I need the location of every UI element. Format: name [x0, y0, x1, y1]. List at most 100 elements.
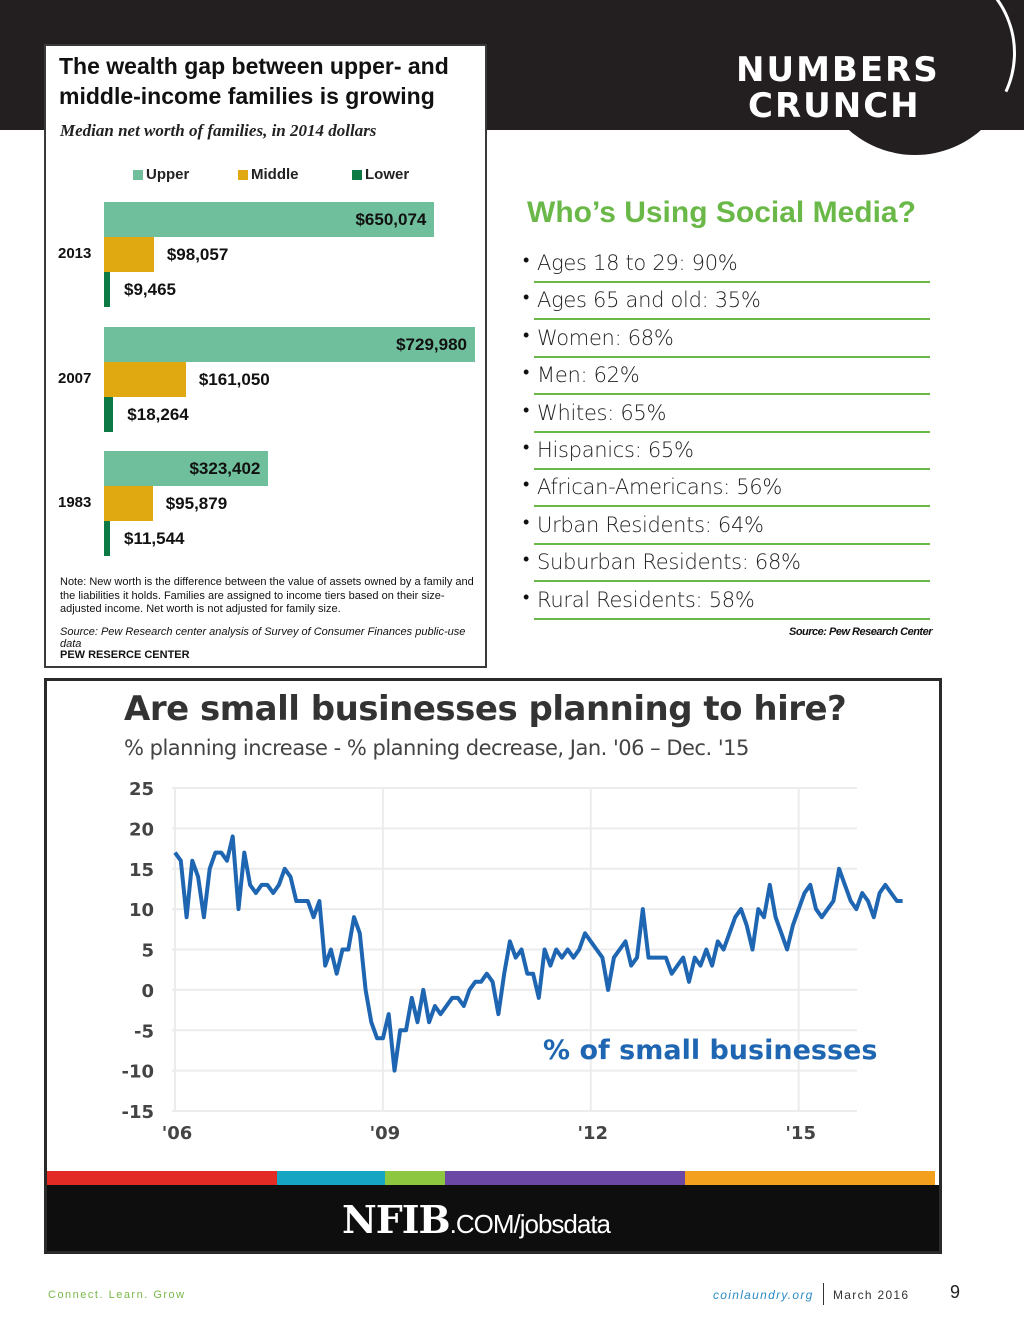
y-tick-label: 25 — [129, 779, 154, 800]
social-media-item: • Rural Residents: 58% — [520, 581, 930, 620]
divider — [534, 505, 930, 508]
bullet-icon: • — [523, 399, 530, 420]
bullet-icon: • — [523, 250, 530, 270]
divider — [534, 281, 930, 283]
bar-middle-1983 — [104, 486, 153, 521]
y-tick-label: -5 — [134, 1021, 154, 1042]
divider — [534, 318, 930, 321]
bullet-icon: • — [523, 474, 530, 495]
divider — [534, 580, 930, 583]
y-tick-label: 10 — [129, 900, 154, 921]
wealth-chart-source: Source: Pew Research center analysis of … — [60, 626, 466, 650]
social-media-item-label: Rural Residents: 58% — [537, 587, 755, 612]
brand-line-2: CRUNCH — [748, 86, 921, 126]
y-tick-label: 0 — [141, 981, 154, 1002]
series-annotation: % of small businesses — [543, 1035, 877, 1066]
stripe-segment — [47, 1171, 277, 1185]
social-media-title: Who’s Using Social Media? — [527, 196, 916, 229]
social-media-item-label: Ages 65 and old: 35% — [537, 288, 761, 313]
nfib-logo: NFIB .COM/jobsdata — [342, 1197, 611, 1242]
bar-label-lower-2007: $18,264 — [127, 405, 189, 424]
social-media-item-label: African-Americans: 56% — [537, 475, 783, 500]
social-media-item: • Urban Residents: 64% — [520, 506, 930, 545]
social-media-item: • Ages 65 and old: 35% — [520, 281, 930, 321]
legend-item-upper: Upper — [133, 166, 189, 183]
hiring-line-chart: 25 20 15 10 5 0 -5 -10 -15 '06 '09 '12 '15 % of small… — [121, 779, 903, 1144]
legend-item-lower: Lower — [352, 166, 409, 183]
y-tick-label: -10 — [121, 1062, 154, 1083]
bar-label-upper-1983: $323,402 — [189, 459, 261, 478]
wealth-chart-title: The wealth gap between upper- and middle… — [59, 53, 449, 109]
section-brand: NUMBERS CRUNCH — [736, 52, 940, 124]
bar-label-middle-2007: $161,050 — [198, 370, 270, 389]
bar-upper-1983 — [104, 451, 269, 486]
wealth-chart-subtitle: Median net worth of families, in 2014 do… — [60, 121, 377, 140]
hiring-chart-title: Are small businesses planning to hire? — [124, 689, 847, 729]
bar-label-upper-2007: $729,980 — [396, 335, 467, 354]
social-media-item-label: Women: 68% — [537, 325, 674, 350]
wealth-bars: 2013 $650,074 $98,057 $9,465 2007 $729,980 $16… — [46, 46, 485, 666]
bullet-icon: • — [523, 362, 530, 383]
page-number: 9 — [950, 1282, 961, 1302]
stripe-segment — [277, 1171, 385, 1185]
divider — [534, 542, 930, 545]
nfib-logo-mark: NFIB — [342, 1197, 451, 1242]
social-media-item: • Men: 62% — [520, 356, 930, 396]
footer-site-link[interactable]: coinlaundry.org — [713, 1288, 814, 1302]
social-media-item: • Hispanics: 65% — [520, 431, 930, 470]
bar-label-middle-1983: $95,879 — [165, 494, 228, 513]
stripe-segment — [685, 1171, 935, 1185]
wealth-chart-org: PEW RESERCE CENTER — [60, 649, 190, 661]
bar-lower-1983 — [104, 521, 110, 556]
wealth-gap-chart: The wealth gap between upper- and middle… — [44, 44, 487, 668]
series-line-small-businesses — [173, 834, 903, 1073]
legend-swatch-lower — [352, 169, 362, 180]
legend-label-upper: Upper — [146, 166, 190, 183]
y-tick-label: 15 — [129, 860, 154, 881]
x-tick-label: '06 — [162, 1123, 193, 1144]
divider — [534, 355, 930, 358]
social-media-item-label: Suburban Residents: 68% — [537, 550, 801, 575]
bar-label-lower-1983: $11,544 — [124, 529, 185, 548]
social-media-item: • Women: 68% — [520, 319, 930, 358]
social-media-item-label: Urban Residents: 64% — [537, 512, 764, 537]
divider — [534, 617, 930, 620]
legend-swatch-middle — [238, 169, 248, 180]
bar-label-lower-2013: $9,465 — [124, 280, 176, 299]
bullet-icon: • — [523, 436, 530, 457]
x-tick-label: '12 — [578, 1123, 609, 1144]
nfib-logo-url: .COM/jobsdata — [449, 1209, 611, 1239]
social-media-item: • Whites: 65% — [520, 394, 930, 433]
x-tick-label: '15 — [785, 1123, 816, 1144]
nfib-footer — [47, 1185, 939, 1251]
legend-swatch-upper — [133, 169, 143, 180]
legend-label-lower: Lower — [365, 166, 410, 183]
y-tick-label: 5 — [141, 941, 154, 962]
divider — [534, 430, 930, 433]
footer-tagline: Connect. Learn. Grow — [48, 1289, 186, 1301]
divider — [534, 467, 930, 470]
year-label: 2007 — [58, 370, 92, 387]
bar-middle-2013 — [104, 237, 154, 272]
year-label: 2013 — [58, 245, 92, 262]
legend-label-middle: Middle — [251, 166, 299, 183]
social-media-item-label: Whites: 65% — [537, 400, 667, 425]
bullet-icon: • — [523, 511, 530, 532]
social-media-item-label: Ages 18 to 29: 90% — [537, 251, 738, 275]
y-tick-label: 20 — [129, 819, 154, 840]
bullet-icon: • — [523, 586, 530, 607]
footer-divider — [823, 1283, 824, 1305]
bar-lower-2013 — [104, 272, 110, 307]
social-media-source: Source: Pew Research Center — [788, 626, 933, 638]
brand-line-1: NUMBERS — [736, 50, 940, 90]
social-media-item-label: Hispanics: 65% — [537, 437, 694, 462]
bullet-icon: • — [523, 287, 530, 308]
bullet-icon: • — [523, 549, 530, 570]
social-media-item: • Suburban Residents: 68% — [520, 543, 930, 583]
hiring-plans-chart: Are small businesses planning to hire? %… — [44, 678, 942, 1254]
y-tick-label: -15 — [121, 1102, 154, 1123]
legend-item-middle: Middle — [238, 166, 299, 183]
bullet-icon: • — [523, 324, 530, 345]
bar-label-upper-2013: $650,074 — [355, 210, 427, 229]
bar-upper-2013 — [104, 202, 435, 237]
